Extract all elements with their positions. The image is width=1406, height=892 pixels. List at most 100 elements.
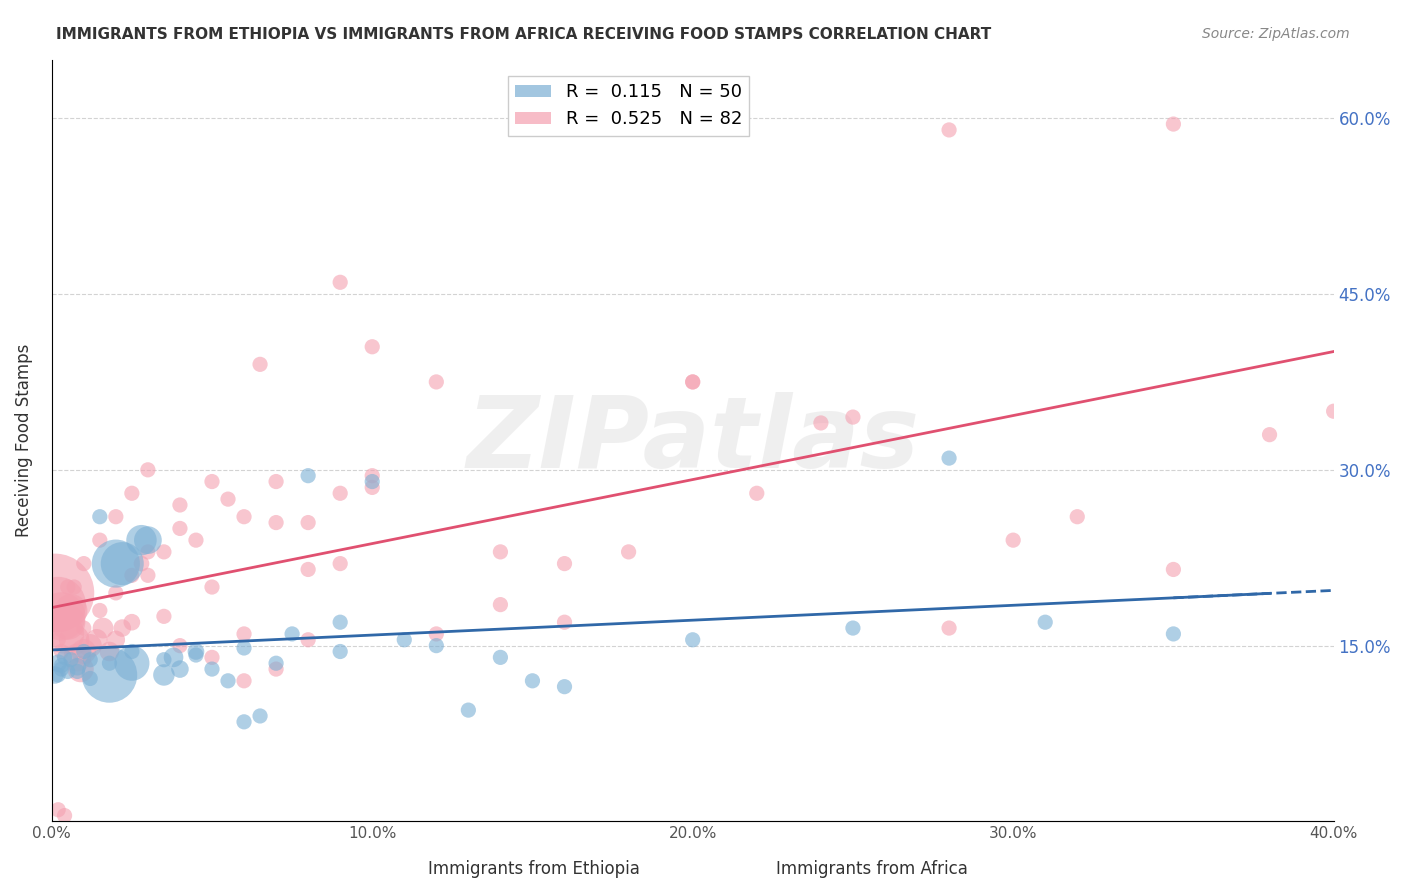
Point xyxy=(217,673,239,688)
Point xyxy=(51,609,73,624)
Point xyxy=(104,586,127,600)
Point xyxy=(842,621,865,635)
Point xyxy=(46,803,69,817)
Point xyxy=(184,648,207,662)
Point xyxy=(201,662,224,676)
Point xyxy=(1033,615,1056,630)
Point xyxy=(63,632,86,647)
Point xyxy=(489,545,512,559)
Point xyxy=(233,714,256,729)
Point xyxy=(264,657,287,671)
Point xyxy=(44,668,66,682)
Point xyxy=(51,658,73,673)
Point xyxy=(233,640,256,655)
Point xyxy=(264,662,287,676)
Legend: R =  0.115   N = 50, R =  0.525   N = 82: R = 0.115 N = 50, R = 0.525 N = 82 xyxy=(508,76,749,136)
Point xyxy=(73,557,96,571)
Point xyxy=(425,627,447,641)
Point xyxy=(425,639,447,653)
Point xyxy=(553,615,575,630)
Point xyxy=(1323,404,1346,418)
Point xyxy=(56,580,79,594)
Point xyxy=(249,709,271,723)
Point xyxy=(121,644,143,658)
Point xyxy=(489,650,512,665)
Point xyxy=(249,357,271,371)
Point xyxy=(53,627,76,641)
Point xyxy=(51,644,73,658)
Point xyxy=(297,468,319,483)
Point xyxy=(136,533,159,548)
Point xyxy=(394,632,416,647)
Point xyxy=(162,650,184,665)
Point xyxy=(98,644,121,658)
Point xyxy=(329,644,352,658)
Text: Source: ZipAtlas.com: Source: ZipAtlas.com xyxy=(1202,27,1350,41)
Point xyxy=(281,627,304,641)
Point xyxy=(98,657,121,671)
Point xyxy=(121,568,143,582)
Point xyxy=(56,615,79,630)
Point xyxy=(153,668,176,682)
Point xyxy=(79,653,101,667)
Point xyxy=(553,680,575,694)
Point xyxy=(136,568,159,582)
Point xyxy=(201,580,224,594)
Point xyxy=(617,545,640,559)
Point xyxy=(233,673,256,688)
Point xyxy=(69,662,91,676)
Point xyxy=(46,657,69,671)
Point xyxy=(1163,117,1185,131)
Point xyxy=(46,668,69,682)
Point xyxy=(104,509,127,524)
Point xyxy=(842,410,865,425)
Point xyxy=(104,557,127,571)
Point xyxy=(59,653,82,667)
Point xyxy=(329,275,352,289)
Y-axis label: Receiving Food Stamps: Receiving Food Stamps xyxy=(15,343,32,537)
Point xyxy=(59,603,82,617)
Point xyxy=(89,603,111,617)
Point xyxy=(46,632,69,647)
Point xyxy=(46,598,69,612)
Point xyxy=(1163,627,1185,641)
Text: ZIPatlas: ZIPatlas xyxy=(467,392,920,489)
Point xyxy=(121,486,143,500)
Point xyxy=(201,475,224,489)
Point xyxy=(104,632,127,647)
Point xyxy=(361,468,384,483)
Point xyxy=(489,598,512,612)
Point xyxy=(1066,509,1088,524)
Point xyxy=(111,621,134,635)
Point xyxy=(169,639,191,653)
Point xyxy=(53,650,76,665)
Point xyxy=(169,498,191,512)
Point xyxy=(111,557,134,571)
Point xyxy=(121,615,143,630)
Point xyxy=(329,615,352,630)
Text: Immigrants from Africa: Immigrants from Africa xyxy=(776,860,967,878)
Point xyxy=(361,340,384,354)
Point xyxy=(153,545,176,559)
Point xyxy=(745,486,768,500)
Point xyxy=(66,659,89,673)
Point xyxy=(682,632,704,647)
Point xyxy=(297,516,319,530)
Point xyxy=(89,509,111,524)
Text: IMMIGRANTS FROM ETHIOPIA VS IMMIGRANTS FROM AFRICA RECEIVING FOOD STAMPS CORRELA: IMMIGRANTS FROM ETHIOPIA VS IMMIGRANTS F… xyxy=(56,27,991,42)
Point xyxy=(131,533,153,548)
Point xyxy=(264,516,287,530)
Point xyxy=(79,639,101,653)
Point xyxy=(297,632,319,647)
Point xyxy=(56,609,79,624)
Point xyxy=(297,562,319,576)
Point xyxy=(201,650,224,665)
Point xyxy=(169,521,191,535)
Point xyxy=(136,545,159,559)
Point xyxy=(329,486,352,500)
Point xyxy=(131,557,153,571)
Point xyxy=(1002,533,1025,548)
Point xyxy=(329,557,352,571)
Point xyxy=(66,665,89,679)
Point xyxy=(938,621,960,635)
